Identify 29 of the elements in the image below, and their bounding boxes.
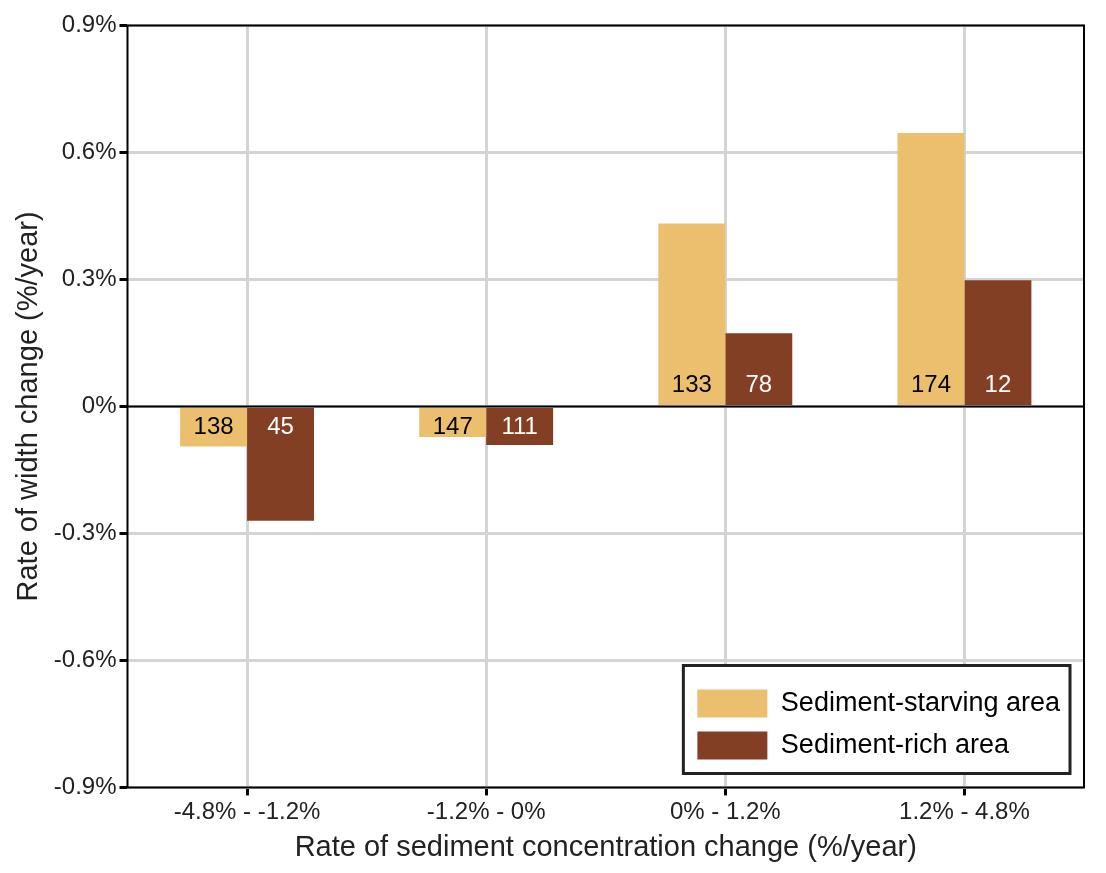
x-tick-label: -4.8% - -1.2%: [173, 797, 321, 825]
annotation: 147: [432, 412, 473, 440]
annotation: 174: [910, 369, 951, 397]
x-axis-title: Rate of sediment concentration change (%/year): [294, 829, 917, 862]
y-tick-label: -0.9%: [53, 772, 117, 800]
y-tick-label: -0.3%: [53, 518, 117, 546]
bar: [964, 280, 1032, 405]
y-tick-label: 0%: [81, 391, 117, 419]
annotation: 138: [193, 412, 234, 440]
x-tick-label: -1.2% - 0%: [426, 797, 546, 825]
bar: [725, 333, 793, 405]
y-axis-title: Rate of width change (%/year): [11, 211, 44, 602]
bar: [247, 407, 315, 521]
annotation: 12: [984, 369, 1012, 397]
annotation: 111: [501, 412, 538, 440]
bar: [486, 407, 554, 445]
annotation: 133: [671, 369, 712, 397]
legend-label: Sediment-starving area: [780, 686, 1061, 717]
annotation: 45: [267, 412, 294, 440]
y-tick-label: -0.6%: [53, 645, 117, 673]
x-tick-label: 1.2% - 4.8%: [899, 797, 1030, 825]
y-tick-label: 0.6%: [61, 137, 117, 165]
annotation: 78: [745, 369, 773, 397]
bar: [897, 132, 965, 405]
y-tick-label: 0.3%: [61, 264, 117, 292]
y-tick-label: 0.9%: [61, 10, 117, 38]
bar: [658, 223, 726, 405]
legend-label: Sediment-rich area: [780, 728, 1010, 759]
x-tick-label: 0% - 1.2%: [669, 797, 781, 825]
